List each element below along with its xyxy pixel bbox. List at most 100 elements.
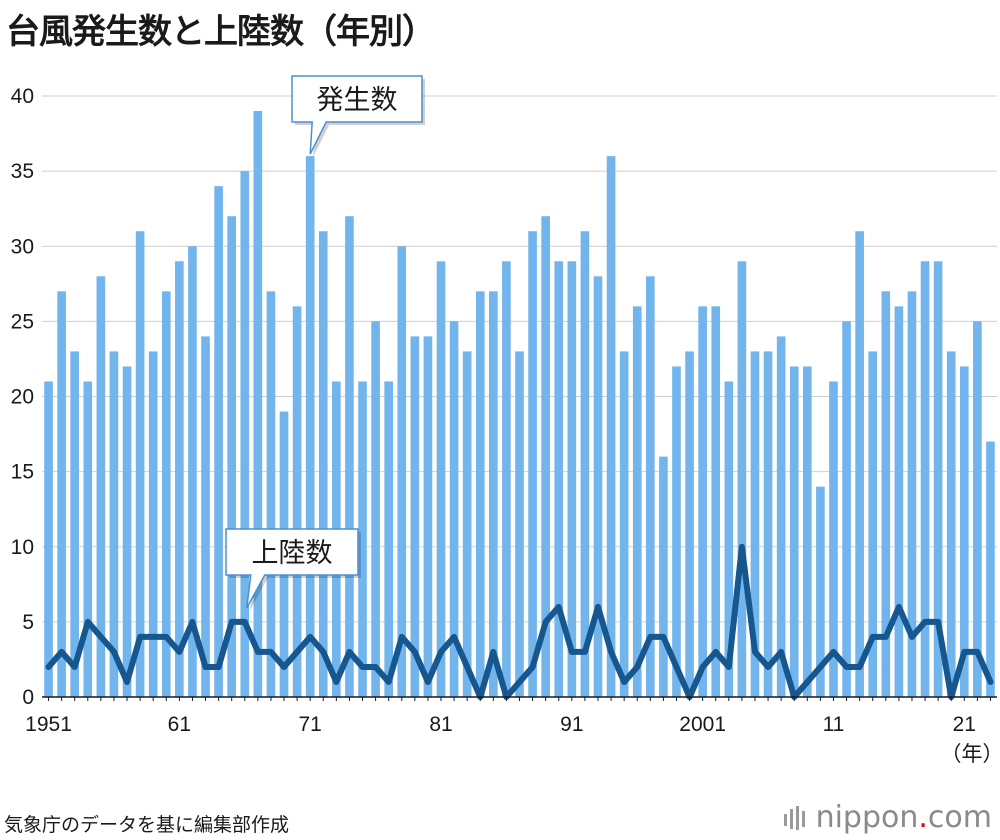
brand-logo[interactable]: nippon. com bbox=[783, 800, 992, 835]
bar-1966 bbox=[240, 171, 250, 697]
x-tick-label-1961: 61 bbox=[168, 713, 191, 736]
callout-generation-label: 発生数 bbox=[317, 85, 398, 116]
y-tick-label-35: 35 bbox=[11, 160, 34, 183]
bar-2020 bbox=[946, 351, 956, 697]
bar-1971 bbox=[305, 156, 315, 698]
bar-1963 bbox=[201, 336, 210, 697]
bar-1970 bbox=[292, 306, 302, 697]
bar-2003 bbox=[724, 381, 734, 697]
callout-landfall: 上陸数 bbox=[225, 528, 361, 611]
bar-1953 bbox=[70, 351, 80, 697]
x-tick-label-2001: 2001 bbox=[679, 713, 726, 736]
bar-1952 bbox=[57, 291, 66, 697]
bar-2011 bbox=[829, 381, 838, 697]
bar-1972 bbox=[318, 231, 328, 697]
bar-1962 bbox=[188, 246, 197, 697]
callout-generation-box bbox=[291, 75, 423, 155]
bar-1978 bbox=[397, 246, 407, 697]
y-tick-label-15: 15 bbox=[11, 461, 34, 484]
y-tick-label-40: 40 bbox=[11, 85, 34, 108]
bar-2006 bbox=[763, 351, 773, 697]
bar-1984 bbox=[475, 291, 485, 697]
bar-1965 bbox=[227, 216, 237, 697]
bar-1980 bbox=[423, 336, 433, 697]
bar-2023 bbox=[986, 441, 995, 697]
bar-2013 bbox=[855, 231, 864, 697]
bar-1955 bbox=[96, 276, 106, 697]
bar-2018 bbox=[920, 261, 930, 697]
y-tick-label-0: 0 bbox=[22, 686, 34, 709]
bar-1994 bbox=[606, 156, 616, 698]
bar-1999 bbox=[672, 366, 681, 697]
bar-2016 bbox=[894, 306, 904, 697]
axes: 0 5 10 15 20 25 30 35 40 1951 61 71 81 91 2001 11 21 （年） bbox=[11, 85, 1000, 766]
x-tick-label-1951: 1951 bbox=[25, 713, 72, 736]
bar-1989 bbox=[541, 216, 550, 697]
line-series-landfall bbox=[45, 543, 994, 700]
bar-1960 bbox=[161, 291, 171, 697]
x-tick-label-1991: 91 bbox=[560, 713, 583, 736]
y-tick-label-5: 5 bbox=[22, 611, 34, 634]
line-landfall bbox=[45, 543, 994, 700]
x-unit-label: （年） bbox=[941, 743, 1000, 766]
bar-1956 bbox=[109, 351, 119, 697]
bar-1997 bbox=[646, 276, 655, 697]
y-tick-label-20: 20 bbox=[11, 386, 34, 409]
bar-2004 bbox=[737, 261, 747, 697]
bar-1977 bbox=[384, 381, 393, 697]
bar-1982 bbox=[449, 321, 459, 697]
bar-2021 bbox=[959, 366, 969, 697]
callout-generation: 発生数 bbox=[291, 75, 425, 158]
brand-dot: . bbox=[918, 800, 928, 835]
bar-1975 bbox=[358, 381, 367, 697]
bar-1967 bbox=[253, 111, 263, 697]
bar-1986 bbox=[502, 261, 511, 697]
bar-2019 bbox=[933, 261, 943, 697]
brand-name: nippon bbox=[815, 800, 919, 835]
bar-1979 bbox=[410, 336, 420, 697]
bar-1981 bbox=[436, 261, 446, 697]
y-tick-label-10: 10 bbox=[11, 536, 34, 559]
bar-2010 bbox=[816, 486, 825, 697]
bar-2005 bbox=[750, 351, 760, 697]
bar-1998 bbox=[659, 456, 668, 697]
bar-1991 bbox=[567, 261, 577, 697]
bar-series-generation bbox=[44, 111, 995, 698]
x-tick-label-1981: 81 bbox=[429, 713, 452, 736]
bar-2017 bbox=[907, 291, 917, 697]
bar-1985 bbox=[489, 291, 498, 697]
bar-2014 bbox=[868, 351, 878, 697]
bar-1988 bbox=[528, 231, 537, 697]
callout-landfall-label: 上陸数 bbox=[252, 538, 333, 569]
bar-2001 bbox=[698, 306, 707, 697]
brand-tld: com bbox=[927, 800, 992, 835]
bar-1951 bbox=[44, 381, 53, 697]
bar-2007 bbox=[776, 336, 786, 697]
bar-1990 bbox=[554, 261, 564, 697]
bar-2015 bbox=[881, 291, 891, 697]
bar-2022 bbox=[973, 321, 982, 697]
x-tick-label-2021: 21 bbox=[953, 713, 976, 736]
y-tick-label-30: 30 bbox=[11, 235, 34, 258]
callout-landfall-box bbox=[225, 528, 359, 609]
bar-2002 bbox=[711, 306, 721, 697]
brand-bars-icon bbox=[783, 805, 805, 830]
source-note: 気象庁のデータを基に編集部作成 bbox=[4, 814, 290, 836]
bar-2012 bbox=[842, 321, 851, 697]
x-tick-label-1971: 71 bbox=[299, 713, 322, 736]
bar-1996 bbox=[632, 306, 642, 697]
bar-1974 bbox=[345, 216, 354, 697]
y-tick-label-25: 25 bbox=[11, 310, 34, 333]
bar-1987 bbox=[515, 351, 524, 697]
bar-2000 bbox=[685, 351, 694, 697]
chart-title: 台風発生数と上陸数（年別） bbox=[6, 12, 436, 52]
bar-1993 bbox=[593, 276, 603, 697]
bar-1958 bbox=[135, 231, 145, 697]
bar-1968 bbox=[266, 291, 276, 697]
bar-1983 bbox=[462, 351, 472, 697]
bar-1995 bbox=[619, 351, 629, 697]
bar-1976 bbox=[371, 321, 380, 697]
bar-1959 bbox=[148, 351, 158, 697]
